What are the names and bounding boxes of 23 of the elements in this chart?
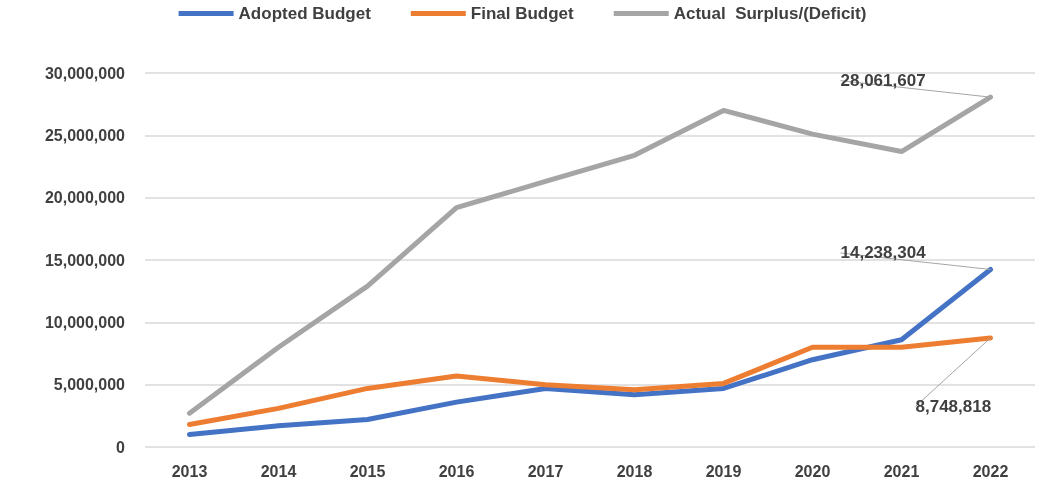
x-tick-label: 2022 xyxy=(972,462,1009,480)
data-label: 28,061,607 xyxy=(840,71,926,91)
data-label: 8,748,818 xyxy=(915,396,992,416)
data-label: 14,238,304 xyxy=(840,243,927,263)
y-tick-label: 25,000,000 xyxy=(44,126,126,144)
y-tick-label: 15,000,000 xyxy=(44,251,126,269)
y-tick-label: 0 xyxy=(116,438,126,456)
x-tick-label: 2020 xyxy=(794,462,831,480)
x-tick-label: 2021 xyxy=(883,462,920,480)
x-tick-label: 2013 xyxy=(171,462,208,480)
y-tick-label: 20,000,000 xyxy=(44,189,126,207)
y-tick-label: 10,000,000 xyxy=(44,313,126,331)
x-tick-label: 2018 xyxy=(616,462,653,480)
x-tick-label: 2015 xyxy=(349,462,386,480)
x-tick-label: 2014 xyxy=(260,462,297,480)
y-tick-label: 5,000,000 xyxy=(53,376,126,394)
x-tick-label: 2019 xyxy=(705,462,742,480)
x-tick-label: 2017 xyxy=(527,462,564,480)
y-tick-label: 30,000,000 xyxy=(44,64,126,82)
legend-label: Final Budget xyxy=(470,4,575,23)
x-tick-label: 2016 xyxy=(438,462,475,480)
legend-label: Actual Surplus/(Deficit) xyxy=(673,4,867,23)
legend-label: Adopted Budget xyxy=(238,4,372,23)
